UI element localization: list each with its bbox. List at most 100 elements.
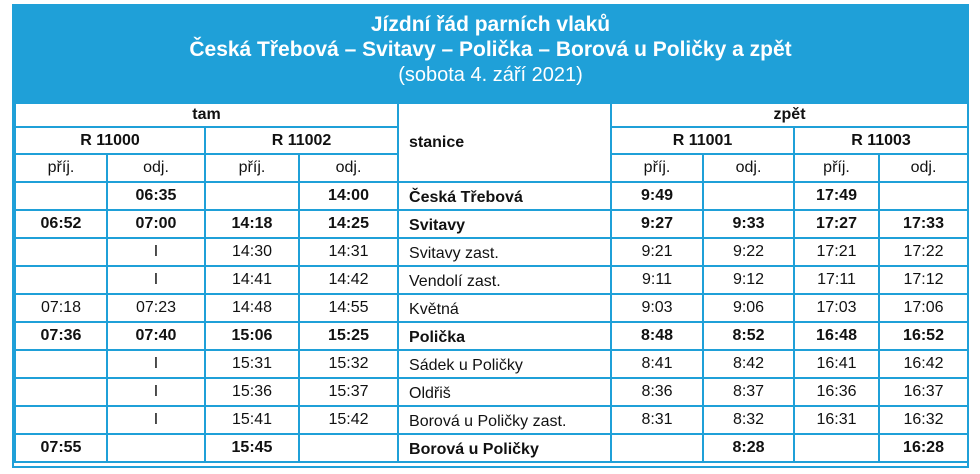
- timetable-panel: Jízdní řád parních vlaků Česká Třebová –…: [12, 4, 970, 468]
- time-cell: [297, 433, 400, 463]
- departure-header: odj.: [878, 153, 970, 183]
- train-header-r11000: R 11000: [14, 126, 206, 155]
- departure-header: odj.: [702, 153, 796, 183]
- time-cell: 14:55: [297, 293, 400, 323]
- time-cell: 07:18: [14, 293, 108, 323]
- table-row: I 15:41 15:42 Borová u Poličky zast. 8:31 8:3…: [14, 405, 970, 435]
- departure-header: odj.: [297, 153, 400, 183]
- time-cell: 16:48: [793, 321, 881, 351]
- station-name: Svitavy: [397, 209, 613, 239]
- time-cell: [14, 237, 108, 267]
- time-cell: 15:25: [297, 321, 400, 351]
- time-cell: 17:21: [793, 237, 881, 267]
- station-name: Česká Třebová: [397, 181, 613, 211]
- station-name: Květná: [397, 293, 613, 323]
- time-cell: 16:37: [878, 377, 970, 407]
- time-cell: 14:31: [297, 237, 400, 267]
- time-cell: 16:28: [878, 433, 970, 463]
- time-cell: 14:42: [297, 265, 400, 295]
- time-cell: 14:25: [297, 209, 400, 239]
- time-cell: 07:36: [14, 321, 108, 351]
- time-cell: 16:32: [878, 405, 970, 435]
- table-row: 06:52 07:00 14:18 14:25 Svitavy 9:27 9:33 17:27…: [14, 209, 970, 239]
- time-cell: 8:42: [702, 349, 796, 379]
- station-name: Oldřiš: [397, 377, 613, 407]
- time-cell: 9:27: [610, 209, 705, 239]
- time-cell: 06:35: [106, 181, 206, 211]
- table-row: I 15:36 15:37 Oldřiš 8:36 8:37 16:36 16:37: [14, 377, 970, 407]
- time-cell: [14, 181, 108, 211]
- time-cell: 17:12: [878, 265, 970, 295]
- timetable-header: Jízdní řád parních vlaků Česká Třebová –…: [14, 6, 967, 102]
- time-cell: 8:48: [610, 321, 705, 351]
- arrival-header: příj.: [610, 153, 705, 183]
- time-cell: 15:37: [297, 377, 400, 407]
- time-cell: [106, 433, 206, 463]
- timetable-table: tam stanice zpět R 11000 R 11002 R 11001…: [13, 102, 970, 463]
- time-cell: 9:49: [610, 181, 705, 211]
- time-cell: 16:52: [878, 321, 970, 351]
- time-cell: 14:30: [204, 237, 300, 267]
- station-name: Svitavy zast.: [397, 237, 613, 267]
- table-row: 06:35 14:00 Česká Třebová 9:49 17:49: [14, 181, 970, 211]
- time-cell: 8:31: [610, 405, 705, 435]
- time-cell: [793, 433, 881, 463]
- time-cell: 8:28: [702, 433, 796, 463]
- time-cell: 9:12: [702, 265, 796, 295]
- direction-zpet-header: zpět: [610, 102, 970, 128]
- time-cell: [14, 349, 108, 379]
- train-header-r11002: R 11002: [203, 126, 400, 155]
- table-row: I 14:30 14:31 Svitavy zast. 9:21 9:22 17:21 17:…: [14, 237, 970, 267]
- time-cell: 15:36: [204, 377, 300, 407]
- station-name: Vendolí zast.: [397, 265, 613, 295]
- time-cell: [14, 405, 108, 435]
- station-name: Polička: [397, 321, 613, 351]
- time-cell: I: [106, 237, 206, 267]
- time-cell: 17:33: [878, 209, 970, 239]
- time-cell: 07:55: [14, 433, 108, 463]
- time-cell: 8:52: [702, 321, 796, 351]
- station-name: Borová u Poličky: [397, 433, 613, 463]
- time-cell: 14:00: [297, 181, 400, 211]
- time-cell: 07:40: [106, 321, 206, 351]
- table-row: 07:18 07:23 14:48 14:55 Květná 9:03 9:06 17:03 1…: [14, 293, 970, 323]
- time-cell: I: [106, 405, 206, 435]
- time-cell: 9:21: [610, 237, 705, 267]
- time-cell: [610, 433, 705, 463]
- station-name: Sádek u Poličky: [397, 349, 613, 379]
- time-cell: 15:31: [204, 349, 300, 379]
- timetable-title: Jízdní řád parních vlaků: [370, 13, 611, 36]
- time-cell: 9:06: [702, 293, 796, 323]
- time-cell: 07:23: [106, 293, 206, 323]
- time-cell: I: [106, 265, 206, 295]
- time-cell: 17:03: [793, 293, 881, 323]
- table-row: I 14:41 14:42 Vendolí zast. 9:11 9:12 17:11 17:…: [14, 265, 970, 295]
- time-cell: 8:32: [702, 405, 796, 435]
- time-cell: 17:06: [878, 293, 970, 323]
- time-cell: 17:22: [878, 237, 970, 267]
- station-column-header: stanice: [397, 102, 613, 183]
- train-header-r11003: R 11003: [793, 126, 970, 155]
- time-cell: I: [106, 377, 206, 407]
- time-cell: 9:33: [702, 209, 796, 239]
- time-cell: 15:45: [204, 433, 300, 463]
- table-row: 07:36 07:40 15:06 15:25 Polička 8:48 8:52 16:48…: [14, 321, 970, 351]
- time-cell: 14:18: [204, 209, 300, 239]
- train-header-r11001: R 11001: [610, 126, 796, 155]
- arrival-header: příj.: [204, 153, 300, 183]
- time-cell: 17:49: [793, 181, 881, 211]
- time-cell: 9:11: [610, 265, 705, 295]
- time-cell: 17:27: [793, 209, 881, 239]
- time-cell: 07:00: [106, 209, 206, 239]
- time-cell: 15:41: [204, 405, 300, 435]
- time-cell: [14, 265, 108, 295]
- time-cell: 8:37: [702, 377, 796, 407]
- direction-tam-header: tam: [13, 102, 400, 128]
- time-cell: 15:32: [297, 349, 400, 379]
- time-cell: [204, 181, 300, 211]
- time-cell: 15:42: [297, 405, 400, 435]
- arrival-header: příj.: [793, 153, 881, 183]
- time-cell: 16:42: [878, 349, 970, 379]
- station-name: Borová u Poličky zast.: [397, 405, 613, 435]
- date-subtitle: (sobota 4. září 2021): [398, 64, 583, 86]
